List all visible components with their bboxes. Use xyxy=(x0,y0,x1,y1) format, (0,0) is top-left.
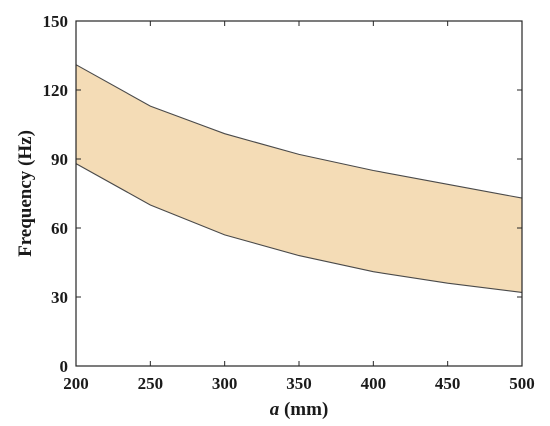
x-tick-label: 500 xyxy=(509,374,535,393)
frequency-band-area xyxy=(76,64,522,293)
y-tick-label: 90 xyxy=(51,150,68,169)
upper-boundary-line xyxy=(75,64,523,199)
y-tick-label: 30 xyxy=(51,288,68,307)
x-tick-label: 250 xyxy=(138,374,164,393)
x-tick-label: 300 xyxy=(212,374,238,393)
y-tick-label: 60 xyxy=(51,219,68,238)
x-tick-label: 450 xyxy=(435,374,461,393)
x-axis-variable: a xyxy=(270,399,280,420)
x-axis-title: a (mm) xyxy=(270,399,329,420)
y-tick-label: 0 xyxy=(60,357,69,376)
lower-boundary-line xyxy=(75,163,523,293)
x-tick-label: 400 xyxy=(361,374,387,393)
y-tick-label: 150 xyxy=(43,12,69,31)
axis-ticks: 200 250 300 350 400 450 500 0 30 60 90 120 150 xyxy=(43,12,535,393)
y-tick-label: 120 xyxy=(43,81,69,100)
x-tick-label: 350 xyxy=(286,374,312,393)
x-axis-unit: (mm) xyxy=(279,399,328,420)
band-layer xyxy=(75,64,523,293)
y-axis-title: Frequency (Hz) xyxy=(15,130,36,257)
x-tick-label: 200 xyxy=(63,374,89,393)
